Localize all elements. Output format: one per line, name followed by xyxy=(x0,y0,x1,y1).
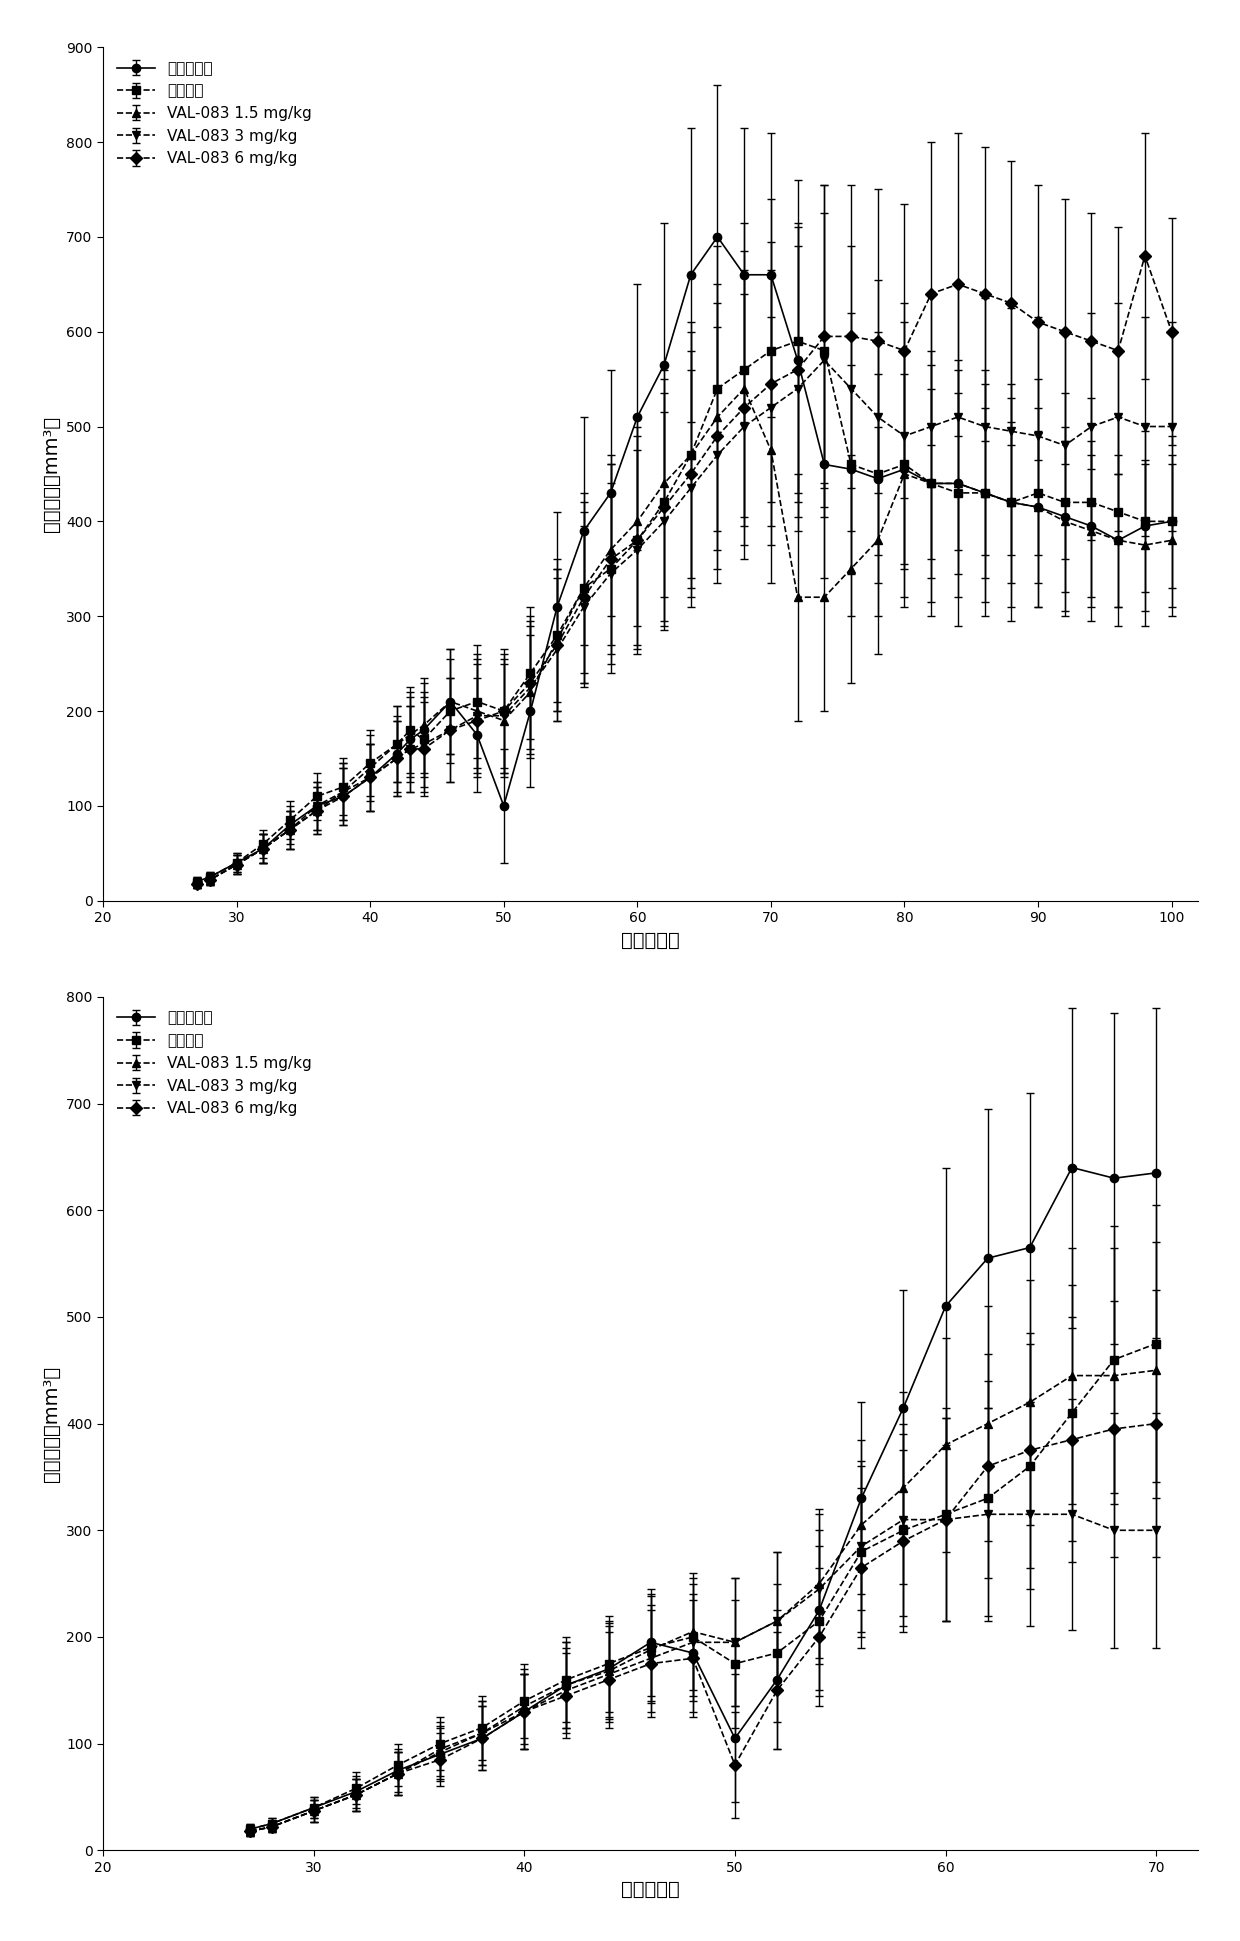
Y-axis label: 肿瘾体积（mm³）: 肿瘾体积（mm³） xyxy=(42,1366,61,1481)
X-axis label: 接种后天数: 接种后天数 xyxy=(621,1881,680,1900)
Legend: 未处理对照, 顺铂对照, VAL-083 1.5 mg/kg, VAL-083 3 mg/kg, VAL-083 6 mg/kg: 未处理对照, 顺铂对照, VAL-083 1.5 mg/kg, VAL-083 … xyxy=(110,1005,317,1122)
X-axis label: 接种后天数: 接种后天数 xyxy=(621,930,680,949)
Y-axis label: 肿瘾体积（mm³）: 肿瘾体积（mm³） xyxy=(42,415,61,532)
Legend: 未处理对照, 顺铂对照, VAL-083 1.5 mg/kg, VAL-083 3 mg/kg, VAL-083 6 mg/kg: 未处理对照, 顺铂对照, VAL-083 1.5 mg/kg, VAL-083 … xyxy=(110,54,317,173)
